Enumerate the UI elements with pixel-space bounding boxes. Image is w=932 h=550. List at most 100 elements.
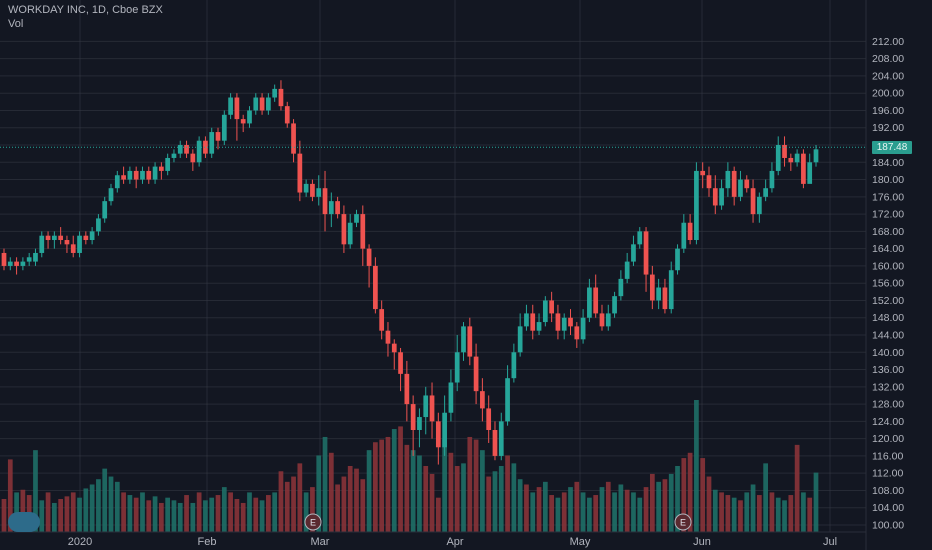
volume-bar <box>542 481 548 532</box>
volume-bar <box>694 400 699 532</box>
candle-body <box>228 97 233 115</box>
volume-bar <box>379 439 385 532</box>
volume-bar <box>39 500 45 532</box>
candle-body <box>240 119 246 124</box>
candle-body <box>102 201 108 219</box>
candle-body <box>184 145 189 154</box>
price-tick-label: 156.00 <box>872 278 904 290</box>
candle-body <box>39 235 45 253</box>
candle-body <box>435 421 441 448</box>
candle-body <box>542 300 548 323</box>
volume-bar <box>738 500 743 532</box>
candle-body <box>303 183 309 193</box>
volume-bar <box>498 466 504 532</box>
volume-bar <box>549 495 554 532</box>
volume-bar <box>587 497 592 532</box>
symbol-title: WORKDAY INC, 1D, Cboe BZX <box>8 4 163 16</box>
candle-body <box>725 170 731 189</box>
candle-body <box>801 153 806 184</box>
volume-bar <box>618 484 624 532</box>
candle-body <box>681 222 687 249</box>
price-tick-label: 200.00 <box>872 88 904 100</box>
volume-bar <box>70 492 76 532</box>
volume-bar <box>624 489 630 532</box>
volume-bar <box>303 492 309 532</box>
volume-bar <box>266 495 271 532</box>
candle-body <box>20 261 26 266</box>
candle-body <box>316 188 322 197</box>
candle-body <box>360 214 366 249</box>
candle-body <box>7 261 13 266</box>
time-axis[interactable]: 2020 Feb Mar Apr May Jun Jul <box>68 536 837 548</box>
volume-bar <box>328 452 334 532</box>
candle-body <box>146 170 152 180</box>
volume-bar <box>568 487 573 532</box>
volume-bar <box>385 436 391 532</box>
volume-bar <box>159 502 164 532</box>
price-tick-label: 104.00 <box>872 502 904 514</box>
volume-bar <box>253 497 259 532</box>
volume-bar <box>511 463 517 532</box>
price-tick-label: 128.00 <box>872 399 904 411</box>
price-tick-label: 124.00 <box>872 416 904 428</box>
volume-bar <box>391 429 397 532</box>
candle-body <box>788 157 794 163</box>
candle-body <box>127 170 133 180</box>
price-tick-label: 120.00 <box>872 433 904 445</box>
candle-body <box>341 214 347 245</box>
volume-bar <box>454 466 460 532</box>
volume-bar <box>599 487 605 532</box>
candle-body <box>366 248 372 266</box>
volume-bar <box>505 455 510 532</box>
candle-body <box>694 170 699 241</box>
volume-bar <box>77 497 82 532</box>
volume-bar <box>259 500 265 532</box>
candle-body <box>221 114 227 141</box>
time-tick-label: May <box>570 536 591 548</box>
earnings-marker[interactable] <box>674 513 692 531</box>
time-tick-label: Apr <box>446 536 463 548</box>
candle-body <box>272 88 278 98</box>
price-tick-label: 196.00 <box>872 105 904 117</box>
candle-body <box>247 110 252 124</box>
candle-body <box>530 313 536 331</box>
volume-bar <box>574 481 580 532</box>
candle-body <box>492 430 498 456</box>
candle-body <box>58 235 64 241</box>
volume-bar <box>310 487 315 532</box>
time-tick-label: Jul <box>823 536 837 548</box>
price-tick-label: 116.00 <box>872 450 903 462</box>
volume-bar <box>448 452 454 532</box>
volume-bar <box>190 502 196 532</box>
earnings-marker[interactable] <box>304 513 322 531</box>
candle-body <box>77 235 82 253</box>
candle-body <box>712 188 718 206</box>
price-tick-label: 208.00 <box>872 53 904 65</box>
volume-bar <box>127 495 133 532</box>
candle-body <box>612 296 617 314</box>
price-tick-label: 164.00 <box>872 243 904 255</box>
candle-body <box>731 170 737 197</box>
volume-bar <box>775 497 781 532</box>
candle-body <box>14 261 19 266</box>
volume-bar <box>417 455 422 532</box>
volume-bar <box>184 495 189 532</box>
candle-body <box>398 352 403 374</box>
price-tick-label: 184.00 <box>872 157 904 169</box>
candle-body <box>473 356 479 392</box>
time-tick-label: Mar <box>311 536 330 548</box>
volume-bar <box>152 496 158 532</box>
volume-bar <box>643 487 649 532</box>
candle-body <box>763 188 769 197</box>
tradingview-logo-icon[interactable] <box>8 512 40 532</box>
volume-bar <box>712 489 718 532</box>
candle-body <box>467 326 473 357</box>
volume-bar <box>605 481 611 532</box>
candle-body <box>624 261 630 279</box>
time-tick-label: 2020 <box>68 536 92 548</box>
candle-body <box>555 313 561 331</box>
candle-body <box>96 218 101 232</box>
candle-body <box>687 222 693 241</box>
